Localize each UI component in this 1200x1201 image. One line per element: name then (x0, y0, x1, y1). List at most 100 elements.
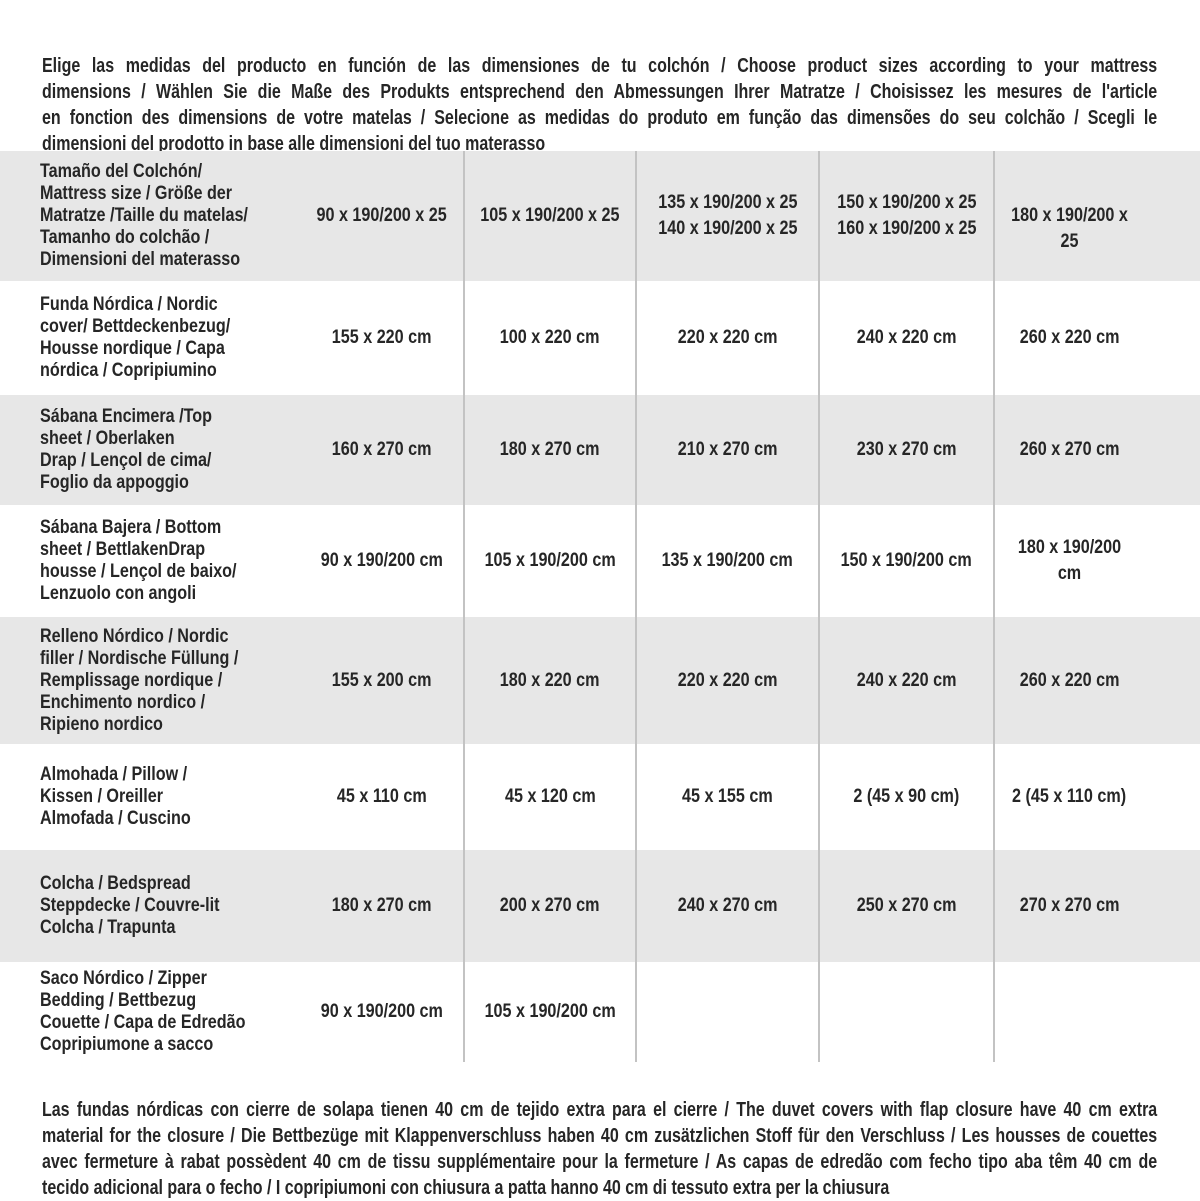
footer-line: material for the closure / Die Bettbezüg… (42, 1125, 1158, 1147)
size-value: 260 x 270 cm (1019, 439, 1120, 460)
size-value-cell: 150 x 190/200 cm (818, 505, 993, 617)
size-value-cell: 220 x 220 cm (635, 281, 818, 395)
size-value-cell: 180 x 220 cm (463, 617, 635, 744)
row-label: Tamaño del Colchón/ Mattress size / Größ… (40, 161, 248, 270)
size-value-cell: 45 x 110 cm (300, 744, 463, 850)
size-value: 135 x 190/200 cm (661, 550, 794, 571)
table-row-mattress-size: Tamaño del Colchón/ Mattress size / Größ… (0, 151, 1200, 281)
size-value: 90 x 190/200 cm (320, 1001, 443, 1022)
size-value-cell: 180 x 270 cm (463, 395, 635, 505)
size-value: 45 x 120 cm (504, 786, 596, 807)
size-value-cell: 230 x 270 cm (818, 395, 993, 505)
size-value: 240 x 220 cm (856, 327, 957, 348)
row-label: Funda Nórdica / Nordic cover/ Bettdecken… (40, 294, 231, 381)
size-value-cell: 260 x 220 cm (993, 617, 1200, 744)
size-value: 250 x 270 cm (856, 895, 957, 916)
size-value-cell: 135 x 190/200 cm (635, 505, 818, 617)
size-value: 220 x 220 cm (677, 669, 778, 691)
table-row-bottom-sheet: Sábana Bajera / Bottom sheet / Bettlaken… (0, 505, 1200, 617)
row-label: Saco Nórdico / Zipper Bedding / Bettbezu… (40, 968, 246, 1055)
row-label: Almohada / Pillow / Kissen / Oreiller Al… (40, 764, 191, 829)
table-row-zipper-bedding: Saco Nórdico / Zipper Bedding / Bettbezu… (0, 962, 1200, 1062)
size-value-cell: 90 x 190/200 cm (300, 505, 463, 617)
row-label: Colcha / Bedspread Steppdecke / Couvre-l… (40, 873, 220, 938)
size-value-cell: 260 x 220 cm (993, 281, 1200, 395)
size-value: 105 x 190/200 cm (484, 550, 616, 571)
intro-line: dimensions / Wählen Sie die Maße des Pro… (42, 81, 1158, 103)
size-value-cell: 200 x 270 cm (463, 850, 635, 962)
size-value: 155 x 200 cm (331, 669, 432, 691)
row-label-cell: Sábana Encimera /Top sheet / Oberlaken D… (0, 395, 300, 505)
table-row-nordic-cover: Funda Nórdica / Nordic cover/ Bettdecken… (0, 281, 1200, 395)
size-value-cell: 105 x 190/200 x 25 (463, 151, 635, 281)
size-value: 155 x 220 cm (331, 327, 432, 348)
size-value: 135 x 190/200 x 25 140 x 190/200 x 25 (657, 192, 798, 239)
size-value: 150 x 190/200 x 25 160 x 190/200 x 25 (836, 192, 977, 239)
row-label-cell: Tamaño del Colchón/ Mattress size / Größ… (0, 151, 300, 281)
footer-note: Las fundas nórdicas con cierre de solapa… (42, 1097, 1157, 1201)
size-value: 180 x 270 cm (331, 895, 432, 916)
size-value-cell: 180 x 270 cm (300, 850, 463, 962)
size-value: 100 x 220 cm (500, 327, 600, 348)
size-value-cell: 210 x 270 cm (635, 395, 818, 505)
size-value: 260 x 220 cm (1019, 669, 1120, 691)
size-value-cell: 90 x 190/200 x 25 (300, 151, 463, 281)
row-label-cell: Saco Nórdico / Zipper Bedding / Bettbezu… (0, 962, 300, 1062)
size-value: 105 x 190/200 x 25 (480, 205, 620, 226)
size-value-cell: 155 x 200 cm (300, 617, 463, 744)
size-value-cell: 240 x 220 cm (818, 617, 993, 744)
size-value-cell: 105 x 190/200 cm (463, 505, 635, 617)
size-value: 180 x 220 cm (500, 669, 600, 691)
size-value-cell (635, 962, 818, 1062)
table-row-nordic-filler: Relleno Nórdico / Nordic filler / Nordis… (0, 617, 1200, 744)
table-row-top-sheet: Sábana Encimera /Top sheet / Oberlaken D… (0, 395, 1200, 505)
size-value: 90 x 190/200 x 25 (316, 205, 447, 226)
intro-line: Elige las medidas del producto en funció… (42, 55, 1158, 77)
size-value-cell: 270 x 270 cm (993, 850, 1200, 962)
size-value: 2 (45 x 90 cm) (853, 786, 960, 807)
size-value: 150 x 190/200 cm (840, 550, 973, 571)
size-value-cell: 45 x 120 cm (463, 744, 635, 850)
size-value: 240 x 220 cm (856, 669, 957, 691)
footer-line: Las fundas nórdicas con cierre de solapa… (42, 1099, 1158, 1121)
size-value-cell: 90 x 190/200 cm (300, 962, 463, 1062)
footer-line: tecido adicional para o fecho / I coprip… (42, 1177, 890, 1199)
size-value: 90 x 190/200 cm (320, 550, 443, 571)
row-label-cell: Almohada / Pillow / Kissen / Oreiller Al… (0, 744, 300, 850)
size-value-cell: 260 x 270 cm (993, 395, 1200, 505)
size-value-cell: 240 x 270 cm (635, 850, 818, 962)
size-value-cell (818, 962, 993, 1062)
table-row-bedspread: Colcha / Bedspread Steppdecke / Couvre-l… (0, 850, 1200, 962)
row-label-cell: Funda Nórdica / Nordic cover/ Bettdecken… (0, 281, 300, 395)
size-value-cell: 100 x 220 cm (463, 281, 635, 395)
intro-line: en fonction des dimensions de votre mate… (42, 107, 1158, 129)
footer-line: avec fermeture à rabat possèdent 40 cm d… (42, 1151, 1158, 1173)
size-value-cell: 180 x 190/200 cm (993, 505, 1200, 617)
size-value-cell: 220 x 220 cm (635, 617, 818, 744)
size-value-cell: 240 x 220 cm (818, 281, 993, 395)
size-value: 180 x 190/200 cm (1017, 537, 1122, 584)
row-label-cell: Relleno Nórdico / Nordic filler / Nordis… (0, 617, 300, 744)
intro-paragraph: Elige las medidas del producto en funció… (42, 53, 1157, 157)
size-value-cell: 160 x 270 cm (300, 395, 463, 505)
size-value-cell: 150 x 190/200 x 25 160 x 190/200 x 25 (818, 151, 993, 281)
size-value-cell: 250 x 270 cm (818, 850, 993, 962)
size-value: 180 x 270 cm (500, 439, 600, 460)
row-label: Relleno Nórdico / Nordic filler / Nordis… (40, 625, 239, 735)
size-value: 160 x 270 cm (331, 439, 432, 460)
size-value-cell: 135 x 190/200 x 25 140 x 190/200 x 25 (635, 151, 818, 281)
size-value-cell: 155 x 220 cm (300, 281, 463, 395)
size-value: 270 x 270 cm (1019, 895, 1120, 916)
size-value-cell: 180 x 190/200 x 25 (993, 151, 1200, 281)
table-row-pillow: Almohada / Pillow / Kissen / Oreiller Al… (0, 744, 1200, 850)
size-value: 240 x 270 cm (677, 895, 778, 916)
size-value: 105 x 190/200 cm (484, 1001, 616, 1022)
size-value-cell (993, 962, 1200, 1062)
size-value: 230 x 270 cm (856, 439, 957, 460)
size-value: 2 (45 x 110 cm) (1012, 786, 1127, 807)
size-value: 45 x 155 cm (682, 786, 773, 807)
intro-line: dimensioni del prodotto in base alle dim… (42, 133, 546, 155)
size-value: 210 x 270 cm (677, 439, 778, 460)
size-value: 45 x 110 cm (336, 786, 427, 807)
